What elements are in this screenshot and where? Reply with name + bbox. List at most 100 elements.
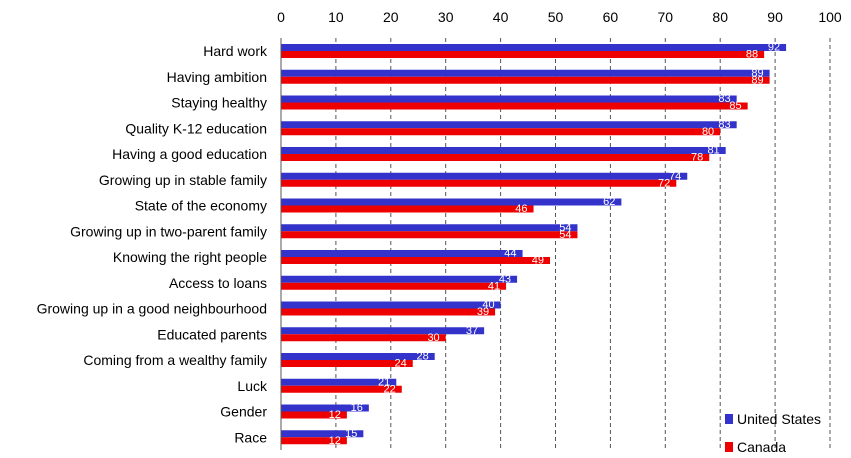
bar-canada: [281, 385, 402, 393]
x-tick-label: 100: [818, 9, 842, 25]
data-label: 74: [669, 170, 681, 182]
x-tick-label: 80: [712, 9, 728, 25]
bar-united-states: [281, 121, 737, 129]
bar-canada: [281, 128, 721, 136]
x-tick-label: 0: [277, 9, 285, 25]
x-tick-label: 60: [603, 9, 619, 25]
bar-united-states: [281, 301, 501, 309]
bar-united-states: [281, 404, 369, 412]
data-label: 72: [658, 177, 670, 189]
x-tick-label: 90: [767, 9, 783, 25]
category-label: Growing up in a good neighbourhood: [37, 301, 267, 317]
data-label: 62: [603, 196, 615, 208]
bars: [281, 44, 787, 445]
data-label: 80: [702, 126, 714, 138]
data-label: 24: [395, 358, 407, 370]
bar-united-states: [281, 250, 523, 257]
data-label: 54: [559, 222, 571, 234]
data-label: 30: [427, 332, 439, 344]
x-tick-label: 30: [438, 9, 454, 25]
data-label: 49: [532, 255, 544, 267]
bar-united-states: [281, 430, 364, 438]
category-label: Hard work: [203, 43, 268, 59]
category-labels: Hard work Having ambition Staying healthy Q…: [37, 43, 268, 445]
legend-label-canada: Canada: [737, 439, 786, 455]
data-label: 88: [746, 49, 758, 61]
x-tick-label: 50: [548, 9, 564, 25]
data-label: 16: [351, 402, 363, 414]
bar-united-states: [281, 378, 397, 386]
legend-label-united-states: United States: [737, 411, 821, 427]
data-label: 40: [482, 299, 494, 311]
category-label: Access to loans: [169, 275, 267, 291]
bar-canada: [281, 257, 551, 264]
data-label: 22: [384, 383, 396, 395]
data-label: 12: [329, 435, 341, 447]
x-tick-label: 10: [328, 9, 344, 25]
bar-canada: [281, 411, 347, 419]
bar-united-states: [281, 224, 578, 232]
data-label: 81: [707, 145, 719, 157]
data-label: 21: [378, 376, 390, 388]
bar-canada: [281, 334, 446, 342]
data-label: 89: [751, 74, 763, 86]
category-label: Knowing the right people: [113, 249, 267, 265]
category-label: Quality K-12 education: [125, 120, 267, 136]
category-label: Educated parents: [157, 326, 267, 342]
data-label: 37: [466, 325, 478, 337]
bar-canada: [281, 282, 507, 290]
bar-canada: [281, 205, 534, 213]
data-label: 54: [559, 229, 571, 241]
data-label: 85: [729, 100, 741, 112]
category-label: Having ambition: [167, 69, 267, 85]
bar-canada: [281, 437, 347, 445]
bar-canada: [281, 76, 770, 84]
data-label: 39: [477, 306, 489, 318]
bar-united-states: [281, 172, 688, 180]
category-label: Growing up in stable family: [99, 172, 267, 188]
bar-canada: [281, 102, 748, 110]
x-tick-label: 70: [658, 9, 674, 25]
x-tick-label: 20: [383, 9, 399, 25]
bar-canada: [281, 154, 710, 161]
x-tick-label: 40: [493, 9, 509, 25]
category-label: Having a good education: [112, 146, 267, 162]
data-label: 83: [718, 119, 730, 131]
category-label: Growing up in two-parent family: [70, 223, 267, 239]
bar-united-states: [281, 147, 726, 154]
bar-united-states: [281, 69, 770, 77]
data-labels: 9288898983858380817874726246545444494341…: [329, 42, 780, 447]
data-label: 78: [691, 152, 703, 164]
bar-canada: [281, 51, 765, 58]
legend: United States Canada: [725, 411, 821, 455]
bar-canada: [281, 179, 677, 187]
category-label: Gender: [220, 404, 267, 420]
data-label: 92: [768, 42, 780, 54]
data-label: 28: [416, 351, 428, 363]
bar-united-states: [281, 44, 787, 51]
category-label: State of the economy: [135, 198, 267, 214]
category-label: Luck: [237, 378, 268, 394]
bar-united-states: [281, 95, 737, 103]
bar-united-states: [281, 327, 485, 335]
legend-swatch-united-states: [725, 414, 733, 424]
category-label: Staying healthy: [171, 95, 267, 111]
bar-canada: [281, 308, 496, 316]
data-label: 44: [504, 248, 516, 260]
category-label: Coming from a wealthy family: [83, 352, 267, 368]
bar-united-states: [281, 275, 518, 283]
bar-canada: [281, 231, 578, 239]
data-label: 12: [329, 409, 341, 421]
data-label: 89: [751, 67, 763, 79]
category-label: Race: [234, 429, 267, 445]
data-label: 15: [345, 428, 357, 440]
bar-canada: [281, 360, 413, 367]
data-label: 41: [488, 280, 500, 292]
x-axis-tick-labels: 0 10 20 30 40 50 60 70 80 90 100: [277, 9, 842, 25]
data-label: 83: [718, 93, 730, 105]
data-label: 46: [515, 203, 527, 215]
bar-united-states: [281, 198, 622, 206]
bar-united-states: [281, 353, 435, 360]
legend-swatch-canada: [725, 442, 733, 452]
